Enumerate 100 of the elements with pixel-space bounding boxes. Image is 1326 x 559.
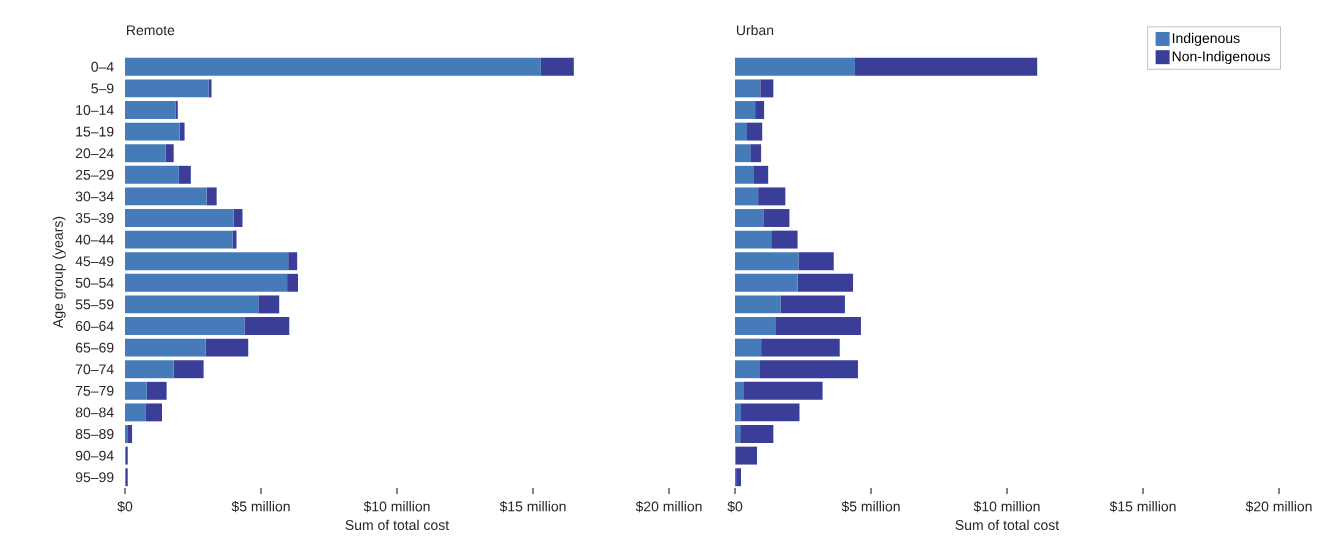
bar <box>206 187 217 206</box>
bar <box>735 273 798 292</box>
bar <box>125 165 179 184</box>
bar <box>735 122 747 141</box>
bar <box>735 381 744 400</box>
bar <box>760 79 774 98</box>
y-tick-label: 85–89 <box>75 429 114 439</box>
bar <box>753 165 769 184</box>
x-tick-label: $15 million <box>1109 500 1176 513</box>
bar <box>125 144 166 163</box>
bar <box>125 403 146 422</box>
bar <box>758 187 786 206</box>
bar <box>797 273 854 292</box>
bar <box>735 446 758 465</box>
y-tick-label: 10–14 <box>76 105 114 115</box>
bar <box>775 317 861 335</box>
bar <box>735 317 776 335</box>
chart-title: Urban <box>736 24 774 36</box>
bar <box>735 209 764 227</box>
bar <box>746 122 763 141</box>
bar <box>735 403 741 422</box>
bar <box>258 295 280 314</box>
bar <box>761 338 840 357</box>
bar <box>736 468 741 487</box>
bar <box>740 425 774 443</box>
bar <box>125 295 259 314</box>
y-tick-label: 55–59 <box>75 299 114 310</box>
bar <box>854 57 1038 76</box>
bar <box>127 425 133 443</box>
bar <box>540 57 574 76</box>
bar <box>763 209 790 227</box>
bar <box>125 317 245 335</box>
bar <box>798 252 834 271</box>
x-axis-title: Sum of total cost <box>345 519 450 531</box>
bar <box>735 79 761 98</box>
bar <box>735 144 751 163</box>
bar <box>125 273 288 292</box>
x-axis-title: Sum of total cost <box>955 519 1060 531</box>
x-tick-label: $0 <box>117 500 133 513</box>
x-tick-label: $0 <box>727 500 743 513</box>
bar <box>244 317 290 335</box>
bar <box>125 57 541 76</box>
y-tick-label: 30–34 <box>75 191 114 202</box>
bar <box>125 209 234 227</box>
bar <box>179 122 185 141</box>
y-tick-label: 5–9 <box>91 83 114 94</box>
bar <box>288 252 298 271</box>
y-tick-label: 65–69 <box>75 342 114 353</box>
chart-title: Remote <box>127 25 175 36</box>
y-tick-label: 45–49 <box>75 256 114 267</box>
bar <box>735 425 741 443</box>
bar <box>780 295 845 314</box>
y-tick-label: 15–19 <box>76 126 114 137</box>
bar <box>125 230 233 249</box>
x-tick-label: $5 million <box>231 500 290 513</box>
y-tick-label: 70–74 <box>75 364 114 375</box>
x-tick-label: $20 million <box>635 500 702 513</box>
y-tick-label: 40–44 <box>75 234 114 245</box>
bar <box>743 381 823 400</box>
bar <box>735 101 756 119</box>
bar <box>125 187 207 206</box>
bar <box>125 360 174 379</box>
y-tick-label: 20–24 <box>75 148 114 159</box>
bar <box>125 425 128 443</box>
bar <box>125 381 147 400</box>
legend-label: Indigenous <box>1172 32 1240 46</box>
bar <box>145 403 162 422</box>
bar <box>173 360 204 379</box>
bar <box>735 230 772 249</box>
bar <box>735 338 762 357</box>
bar <box>740 403 800 422</box>
y-tick-label: 25–29 <box>75 169 114 180</box>
bar <box>125 79 209 98</box>
bar <box>287 273 298 292</box>
bar <box>165 144 174 163</box>
y-tick-label: 90–94 <box>75 450 114 461</box>
bar <box>178 165 191 184</box>
bar <box>759 360 858 379</box>
bar <box>735 360 760 379</box>
y-tick-label: 50–54 <box>75 277 114 288</box>
y-tick-label: 80–84 <box>75 407 114 418</box>
y-axis-title: Age group (years) <box>52 216 66 328</box>
bar <box>125 252 289 271</box>
bar <box>735 295 781 314</box>
bar <box>735 252 799 271</box>
y-tick-label: 0–4 <box>91 61 114 72</box>
x-tick-label: $15 million <box>499 500 566 513</box>
x-tick-label: $20 million <box>1245 500 1312 513</box>
bar <box>233 209 243 227</box>
bar <box>232 230 237 249</box>
y-tick-label: 95–99 <box>75 472 114 483</box>
x-tick-label: $10 million <box>363 500 430 513</box>
bar <box>735 165 754 184</box>
bar <box>735 187 759 206</box>
x-tick-label: $10 million <box>973 500 1040 513</box>
bar <box>125 338 206 357</box>
y-tick-label: 60–64 <box>75 321 114 331</box>
bar <box>125 101 176 119</box>
bar <box>755 101 765 119</box>
y-tick-label: 35–39 <box>75 213 114 223</box>
